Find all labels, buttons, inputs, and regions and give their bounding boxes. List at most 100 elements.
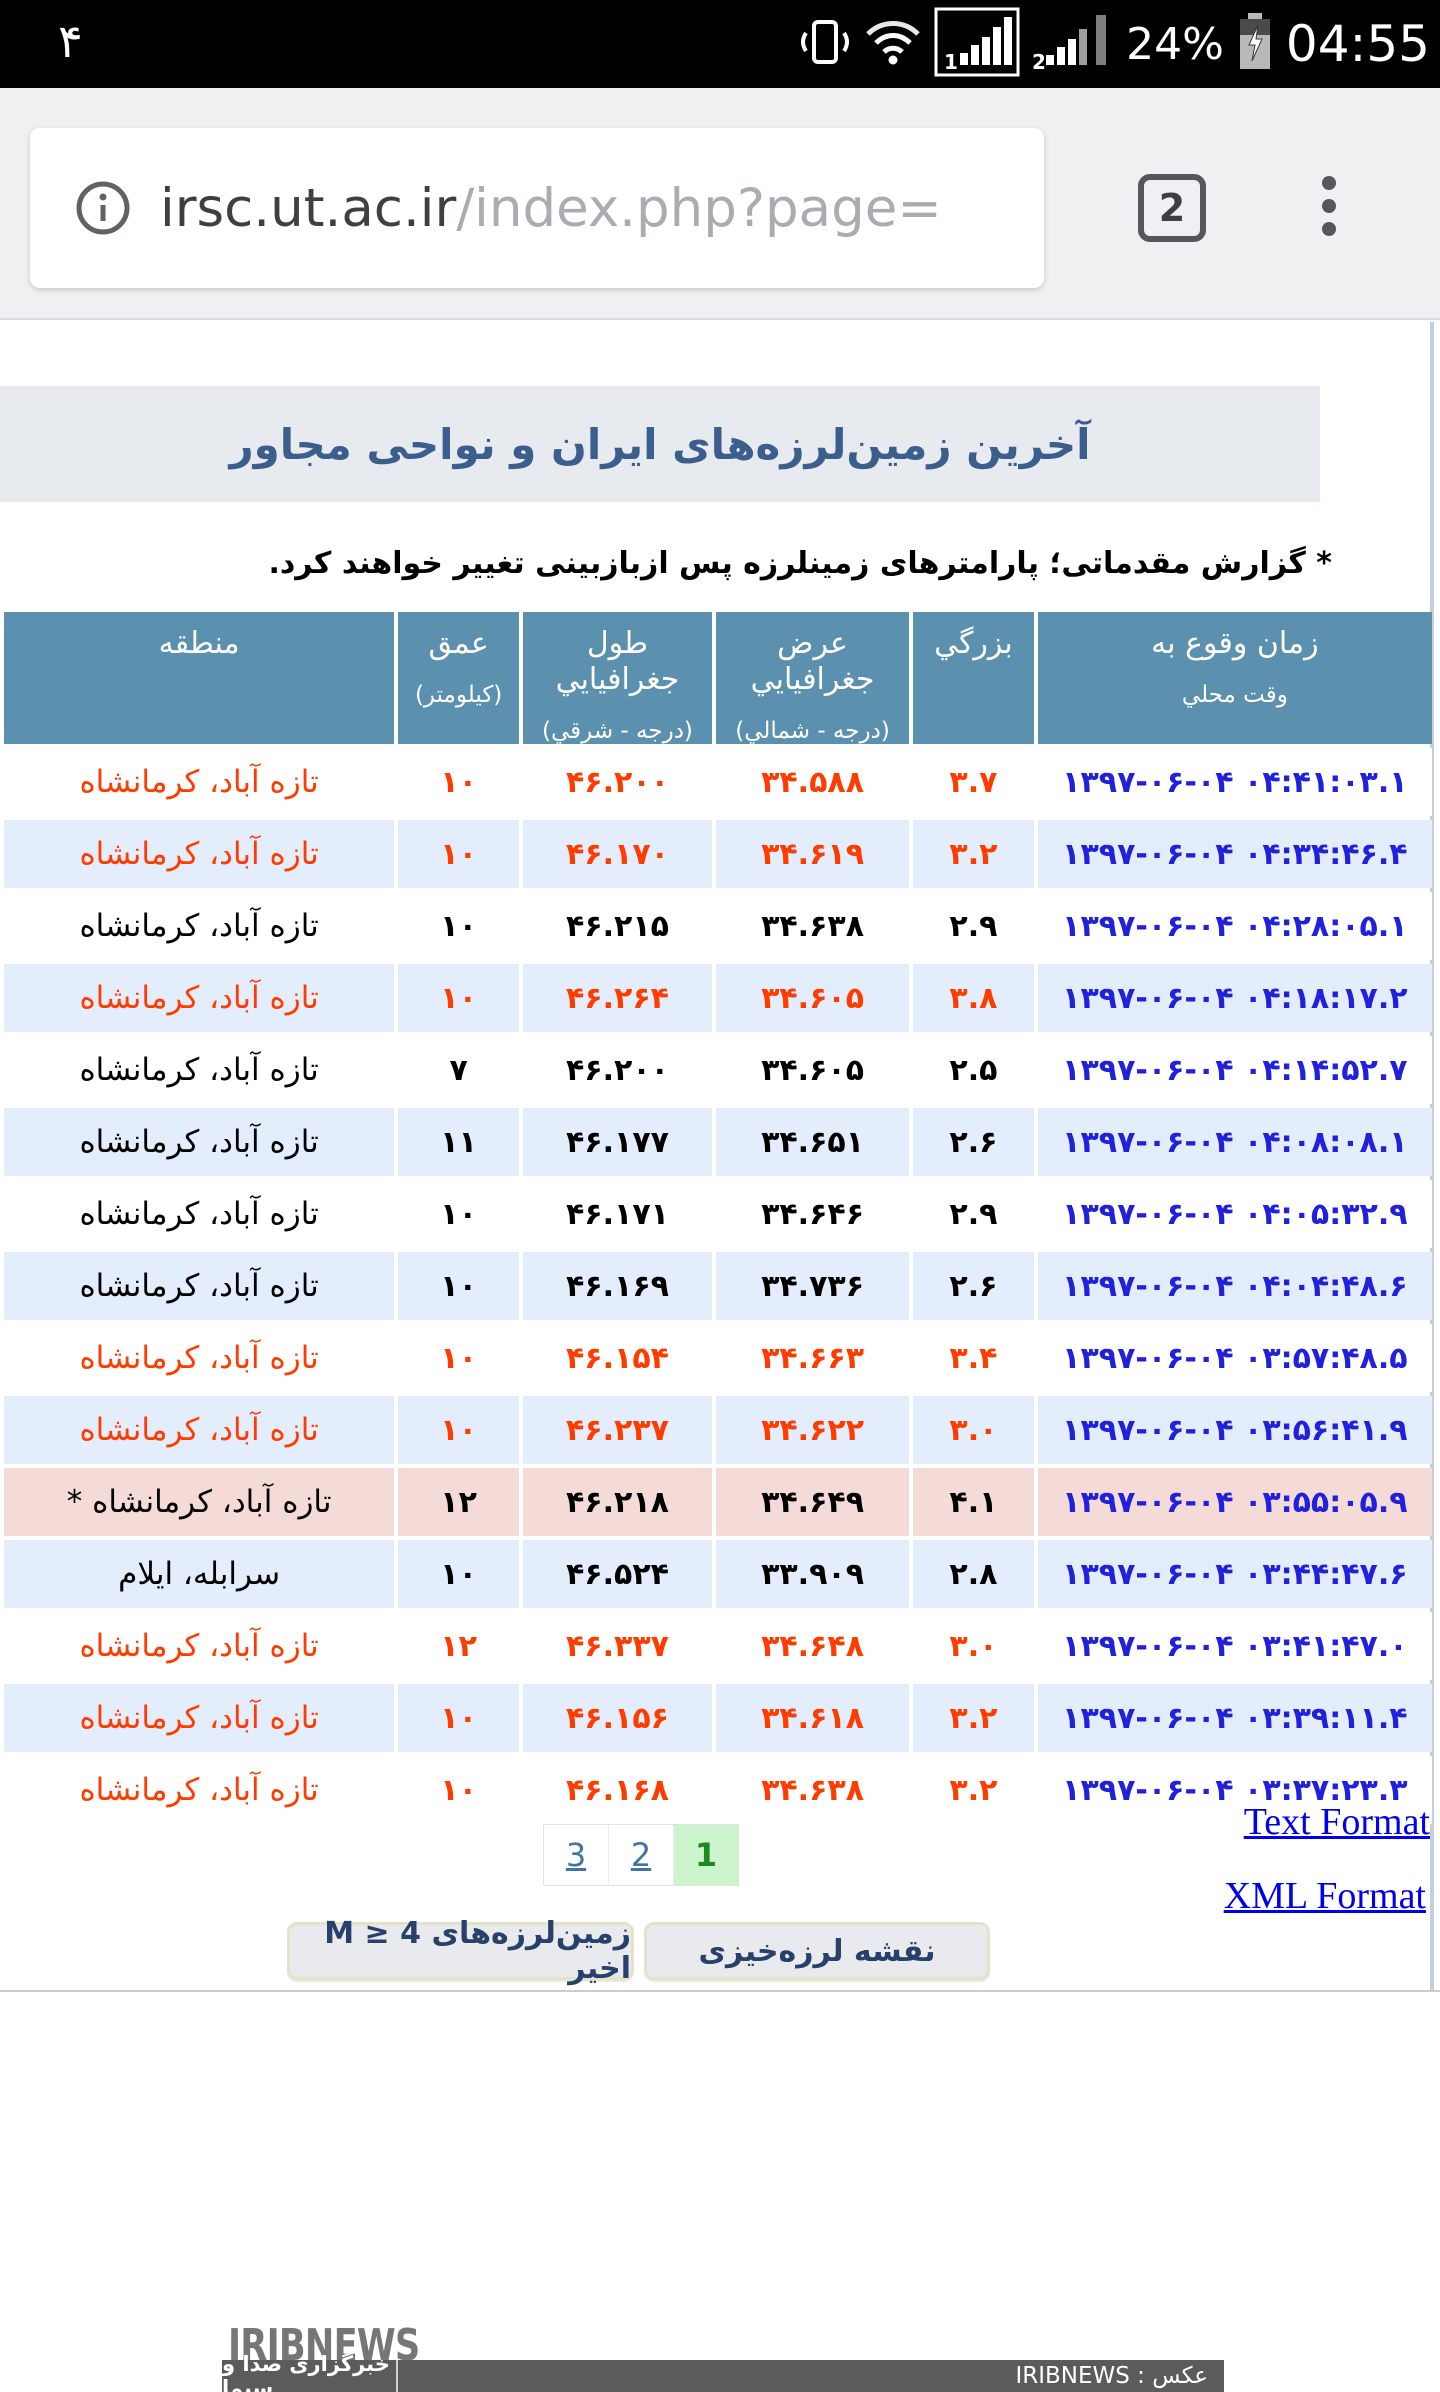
cell-depth: ۱۰ — [398, 1324, 519, 1392]
seismicity-map-button[interactable]: نقشه لرزه‌خیزی — [644, 1922, 990, 1980]
cell-magnitude: ۴.۱ — [913, 1468, 1034, 1536]
cell-longitude: ۴۶.۲۰۰ — [522, 1036, 712, 1104]
cell-time[interactable]: ۱۳۹۷-۰۶-۰۴ ۰۴:۲۸:۰۵.۱ — [1037, 892, 1432, 960]
url-host: irsc.ut.ac.ir — [160, 177, 457, 239]
agency-label: خبرگزاری صدا و سیما — [222, 2352, 398, 2392]
cell-magnitude: ۳.۷ — [913, 748, 1034, 816]
cell-latitude: ۳۴.۶۴۶ — [716, 1180, 910, 1248]
cell-region: تازه آباد، کرمانشاه — [4, 892, 395, 960]
photo-credit: عکس : IRIBNEWS — [1015, 2363, 1208, 2389]
cell-region: تازه آباد، کرمانشاه — [4, 820, 395, 888]
cell-magnitude: ۲.۹ — [913, 1180, 1034, 1248]
preliminary-report-note: * گزارش مقدماتی؛ پارامترهای زمینلرزه پس … — [268, 546, 1332, 581]
cell-time[interactable]: ۱۳۹۷-۰۶-۰۴ ۰۳:۴۱:۴۷.۰ — [1037, 1612, 1432, 1680]
cell-time[interactable]: ۱۳۹۷-۰۶-۰۴ ۰۴:۱۴:۵۲.۷ — [1037, 1036, 1432, 1104]
cell-depth: ۱۰ — [398, 1684, 519, 1752]
cell-depth: ۱۰ — [398, 1396, 519, 1464]
cell-longitude: ۴۶.۲۱۸ — [522, 1468, 712, 1536]
cell-magnitude: ۳.۸ — [913, 964, 1034, 1032]
sim2-signal-icon: 2 — [1032, 7, 1114, 81]
vibrate-icon — [798, 15, 852, 73]
table-row: ۱۳۹۷-۰۶-۰۴ ۰۳:۳۷:۲۳.۳ ۳.۲ ۳۴.۶۳۸ ۴۶.۱۶۸ … — [4, 1756, 1432, 1824]
cell-depth: ۱۲ — [398, 1468, 519, 1536]
table-row: ۱۳۹۷-۰۶-۰۴ ۰۴:۰۴:۴۸.۶ ۲.۶ ۳۴.۷۳۶ ۴۶.۱۶۹ … — [4, 1252, 1432, 1320]
cell-time[interactable]: ۱۳۹۷-۰۶-۰۴ ۰۴:۴۱:۰۳.۱ — [1037, 748, 1432, 816]
scrollbar-track[interactable] — [1430, 322, 1434, 1992]
cell-time[interactable]: ۱۳۹۷-۰۶-۰۴ ۰۳:۵۵:۰۵.۹ — [1037, 1468, 1432, 1536]
page-link-3[interactable]: 3 — [565, 1836, 587, 1874]
cell-depth: ۱۰ — [398, 748, 519, 816]
table-row: ۱۳۹۷-۰۶-۰۴ ۰۴:۴۱:۰۳.۱ ۳.۷ ۳۴.۵۸۸ ۴۶.۲۰۰ … — [4, 748, 1432, 816]
cell-time[interactable]: ۱۳۹۷-۰۶-۰۴ ۰۳:۳۹:۱۱.۴ — [1037, 1684, 1432, 1752]
earthquake-table: زمان وقوع به وقت محلي بزرگي عرض جغرافياي… — [0, 608, 1436, 1828]
header-latitude: عرض جغرافيايي (درجه - شمالي) — [716, 612, 910, 744]
cell-longitude: ۴۶.۳۳۷ — [522, 1612, 712, 1680]
webpage-content: آخرین زمین‌لرزه‌های ایران و نواحی مجاور … — [0, 322, 1440, 2392]
wifi-icon — [864, 16, 922, 72]
page-info-icon[interactable] — [74, 179, 132, 237]
table-row: ۱۳۹۷-۰۶-۰۴ ۰۴:۱۴:۵۲.۷ ۲.۵ ۳۴.۶۰۵ ۴۶.۲۰۰ … — [4, 1036, 1432, 1104]
cell-region: تازه آباد، کرمانشاه — [4, 1108, 395, 1176]
cell-time[interactable]: ۱۳۹۷-۰۶-۰۴ ۰۳:۵۶:۴۱.۹ — [1037, 1396, 1432, 1464]
table-row: ۱۳۹۷-۰۶-۰۴ ۰۳:۳۹:۱۱.۴ ۳.۲ ۳۴.۶۱۸ ۴۶.۱۵۶ … — [4, 1684, 1432, 1752]
cell-longitude: ۴۶.۲۳۷ — [522, 1396, 712, 1464]
cell-region: تازه آباد، کرمانشاه — [4, 964, 395, 1032]
pagination: 3 2 1 — [543, 1824, 739, 1886]
cell-longitude: ۴۶.۱۵۴ — [522, 1324, 712, 1392]
cell-region: تازه آباد، کرمانشاه — [4, 1756, 395, 1824]
cell-depth: ۱۰ — [398, 964, 519, 1032]
cell-time[interactable]: ۱۳۹۷-۰۶-۰۴ ۰۴:۰۴:۴۸.۶ — [1037, 1252, 1432, 1320]
header-depth: عمق (کیلومتر) — [398, 612, 519, 744]
page-title-banner: آخرین زمین‌لرزه‌های ایران و نواحی مجاور — [0, 386, 1320, 502]
cell-latitude: ۳۴.۶۰۵ — [716, 964, 910, 1032]
cell-time[interactable]: ۱۳۹۷-۰۶-۰۴ ۰۴:۰۵:۳۲.۹ — [1037, 1180, 1432, 1248]
cell-latitude: ۳۴.۶۶۳ — [716, 1324, 910, 1392]
browser-toolbar: irsc.ut.ac.ir/index.php?page= 2 — [0, 88, 1440, 320]
tab-switcher-button[interactable]: 2 — [1138, 174, 1206, 242]
table-row: ۱۳۹۷-۰۶-۰۴ ۰۳:۵۷:۴۸.۵ ۳.۴ ۳۴.۶۶۳ ۴۶.۱۵۴ … — [4, 1324, 1432, 1392]
cell-longitude: ۴۶.۱۵۶ — [522, 1684, 712, 1752]
cell-magnitude: ۳.۲ — [913, 820, 1034, 888]
table-row: ۱۳۹۷-۰۶-۰۴ ۰۴:۳۴:۴۶.۴ ۳.۲ ۳۴.۶۱۹ ۴۶.۱۷۰ … — [4, 820, 1432, 888]
header-time: زمان وقوع به وقت محلي — [1037, 612, 1432, 744]
browser-menu-button[interactable] — [1322, 176, 1336, 236]
cell-time[interactable]: ۱۳۹۷-۰۶-۰۴ ۰۴:۱۸:۱۷.۲ — [1037, 964, 1432, 1032]
cell-longitude: ۴۶.۲۶۴ — [522, 964, 712, 1032]
cell-longitude: ۴۶.۱۷۱ — [522, 1180, 712, 1248]
cell-longitude: ۴۶.۲۰۰ — [522, 748, 712, 816]
header-region: منطقه — [4, 612, 395, 744]
cell-latitude: ۳۴.۶۵۱ — [716, 1108, 910, 1176]
cell-depth: ۱۱ — [398, 1108, 519, 1176]
url-path: /index.php?page= — [456, 177, 942, 239]
cell-latitude: ۳۴.۶۴۹ — [716, 1468, 910, 1536]
table-row: ۱۳۹۷-۰۶-۰۴ ۰۴:۱۸:۱۷.۲ ۳.۸ ۳۴.۶۰۵ ۴۶.۲۶۴ … — [4, 964, 1432, 1032]
svg-text:1: 1 — [944, 50, 958, 74]
cell-time[interactable]: ۱۳۹۷-۰۶-۰۴ ۰۳:۴۴:۴۷.۶ — [1037, 1540, 1432, 1608]
cell-time[interactable]: ۱۳۹۷-۰۶-۰۴ ۰۳:۳۷:۲۳.۳ — [1037, 1756, 1432, 1824]
cell-time[interactable]: ۱۳۹۷-۰۶-۰۴ ۰۴:۰۸:۰۸.۱ — [1037, 1108, 1432, 1176]
cell-time[interactable]: ۱۳۹۷-۰۶-۰۴ ۰۴:۳۴:۴۶.۴ — [1037, 820, 1432, 888]
cell-depth: ۱۰ — [398, 820, 519, 888]
cell-depth: ۱۰ — [398, 892, 519, 960]
url-bar[interactable]: irsc.ut.ac.ir/index.php?page= — [30, 128, 1044, 288]
cell-magnitude: ۲.۶ — [913, 1108, 1034, 1176]
cell-region: تازه آباد، کرمانشاه — [4, 1180, 395, 1248]
cell-region: تازه آباد، کرمانشاه — [4, 1324, 395, 1392]
xml-format-link[interactable]: XML Format — [1223, 1875, 1426, 1917]
page-link-2[interactable]: 2 — [608, 1825, 673, 1885]
table-row: ۱۳۹۷-۰۶-۰۴ ۰۴:۲۸:۰۵.۱ ۲.۹ ۳۴.۶۳۸ ۴۶.۲۱۵ … — [4, 892, 1432, 960]
cell-longitude: ۴۶.۱۶۸ — [522, 1756, 712, 1824]
cell-latitude: ۳۴.۶۱۹ — [716, 820, 910, 888]
recent-m4-quakes-button[interactable]: زمین‌لرزه‌های M ≥ 4 اخیر — [287, 1916, 634, 1986]
cell-depth: ۱۰ — [398, 1540, 519, 1608]
url-text[interactable]: irsc.ut.ac.ir/index.php?page= — [160, 178, 942, 239]
page-current-1: 1 — [673, 1825, 738, 1885]
cell-time[interactable]: ۱۳۹۷-۰۶-۰۴ ۰۳:۵۷:۴۸.۵ — [1037, 1324, 1432, 1392]
cell-latitude: ۳۴.۶۲۲ — [716, 1396, 910, 1464]
cell-latitude: ۳۴.۷۳۶ — [716, 1252, 910, 1320]
text-format-link[interactable]: Text Format — [1243, 1801, 1430, 1843]
cell-depth: ۱۰ — [398, 1756, 519, 1824]
cell-magnitude: ۳.۰ — [913, 1612, 1034, 1680]
quake-table-body: ۱۳۹۷-۰۶-۰۴ ۰۴:۴۱:۰۳.۱ ۳.۷ ۳۴.۵۸۸ ۴۶.۲۰۰ … — [4, 748, 1432, 1824]
